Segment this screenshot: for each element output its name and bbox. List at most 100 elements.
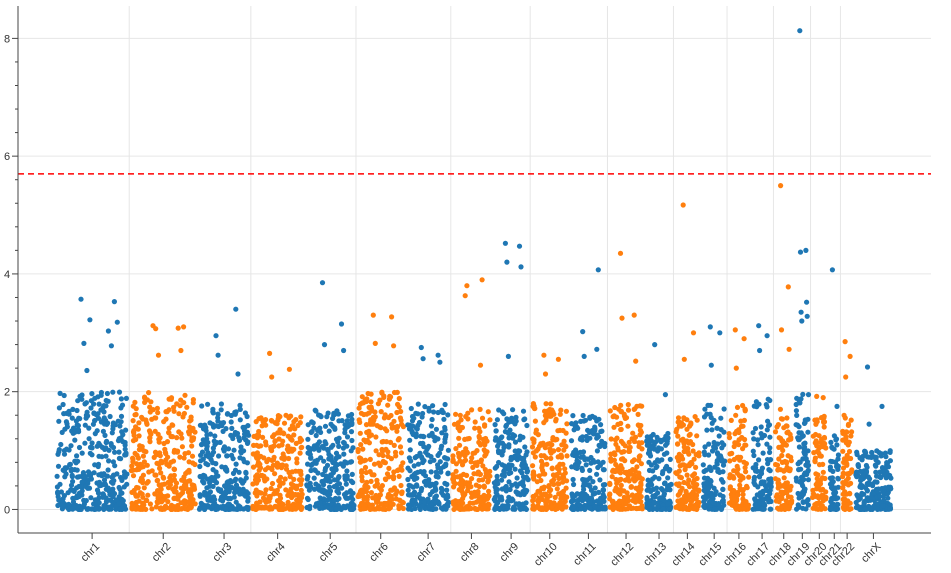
data-point: [469, 476, 475, 482]
data-point: [443, 434, 449, 440]
data-point: [189, 443, 195, 449]
data-point: [356, 417, 362, 423]
data-point: [76, 444, 83, 451]
data-point: [679, 462, 685, 468]
data-point: [197, 473, 203, 480]
data-point: [523, 474, 530, 480]
data-point: [88, 405, 94, 411]
data-point: [76, 493, 82, 500]
data-point: [530, 502, 536, 509]
data-point: [104, 497, 110, 503]
data-point: [543, 401, 549, 407]
data-point: [709, 448, 716, 454]
data-point: [54, 473, 60, 479]
data-point: [843, 429, 849, 435]
data-point: [734, 463, 740, 469]
data-point: [845, 482, 852, 488]
data-point: [493, 435, 499, 441]
data-point: [136, 447, 142, 453]
data-point: [344, 434, 351, 440]
data-point: [363, 469, 369, 476]
data-point: [258, 443, 264, 449]
data-point-peak: [341, 347, 347, 354]
data-point: [773, 461, 779, 468]
data-point-peak: [319, 280, 326, 286]
data-point: [130, 467, 136, 473]
data-point: [846, 448, 853, 455]
data-point: [450, 457, 456, 463]
data-point: [280, 451, 286, 457]
data-point: [283, 487, 289, 493]
data-point: [152, 472, 158, 478]
data-point: [844, 452, 850, 458]
y-tick-label: 2: [4, 387, 10, 399]
data-point: [678, 497, 685, 503]
data-point: [709, 427, 715, 433]
data-point: [308, 484, 314, 490]
data-point: [274, 487, 280, 493]
data-point-peak: [391, 343, 397, 349]
data-point: [702, 493, 709, 499]
data-point: [130, 455, 136, 461]
data-point: [848, 433, 854, 439]
data-point: [541, 491, 547, 497]
data-point: [299, 477, 305, 483]
data-point: [751, 452, 757, 459]
data-point: [89, 391, 95, 397]
data-point-peak: [741, 336, 747, 342]
data-point: [413, 434, 419, 440]
data-point: [96, 440, 102, 446]
data-point: [342, 426, 348, 432]
data-point: [428, 469, 434, 475]
data-point: [168, 433, 174, 440]
y-tick-label: 8: [4, 33, 10, 45]
data-point: [477, 406, 483, 412]
data-point: [581, 418, 587, 424]
data-point: [468, 505, 474, 512]
data-point: [457, 506, 463, 512]
data-point: [821, 440, 827, 446]
data-point: [56, 447, 62, 453]
data-point: [202, 489, 208, 495]
data-point: [92, 395, 98, 401]
data-point: [776, 456, 782, 462]
data-point: [514, 457, 521, 463]
data-point: [91, 401, 97, 407]
data-point: [661, 480, 668, 487]
data-point: [601, 498, 607, 504]
data-point: [254, 472, 260, 478]
data-point: [636, 440, 642, 446]
data-point: [322, 423, 329, 429]
data-point: [200, 478, 206, 484]
data-point: [291, 432, 297, 438]
data-point: [849, 429, 855, 435]
data-point: [814, 476, 820, 482]
data-point: [797, 400, 803, 406]
data-point: [763, 487, 769, 493]
data-point: [112, 449, 118, 455]
data-point: [855, 462, 861, 468]
data-point: [552, 494, 558, 500]
data-point: [503, 488, 509, 494]
data-point: [260, 434, 266, 440]
data-point: [823, 489, 829, 495]
data-point: [795, 490, 801, 497]
data-point: [768, 506, 774, 512]
data-point: [285, 433, 291, 439]
data-point: [615, 490, 622, 496]
data-point: [397, 415, 403, 421]
data-point: [405, 465, 411, 471]
data-point: [563, 430, 569, 436]
data-point: [614, 435, 620, 441]
data-point: [336, 435, 342, 441]
data-point: [636, 473, 642, 479]
data-point: [660, 469, 666, 475]
data-point: [139, 414, 145, 420]
data-point: [433, 426, 439, 432]
data-point: [416, 419, 423, 426]
data-point: [322, 467, 328, 474]
data-point: [172, 489, 179, 495]
data-point: [439, 487, 445, 493]
data-point: [703, 467, 709, 473]
data-point: [328, 444, 334, 450]
